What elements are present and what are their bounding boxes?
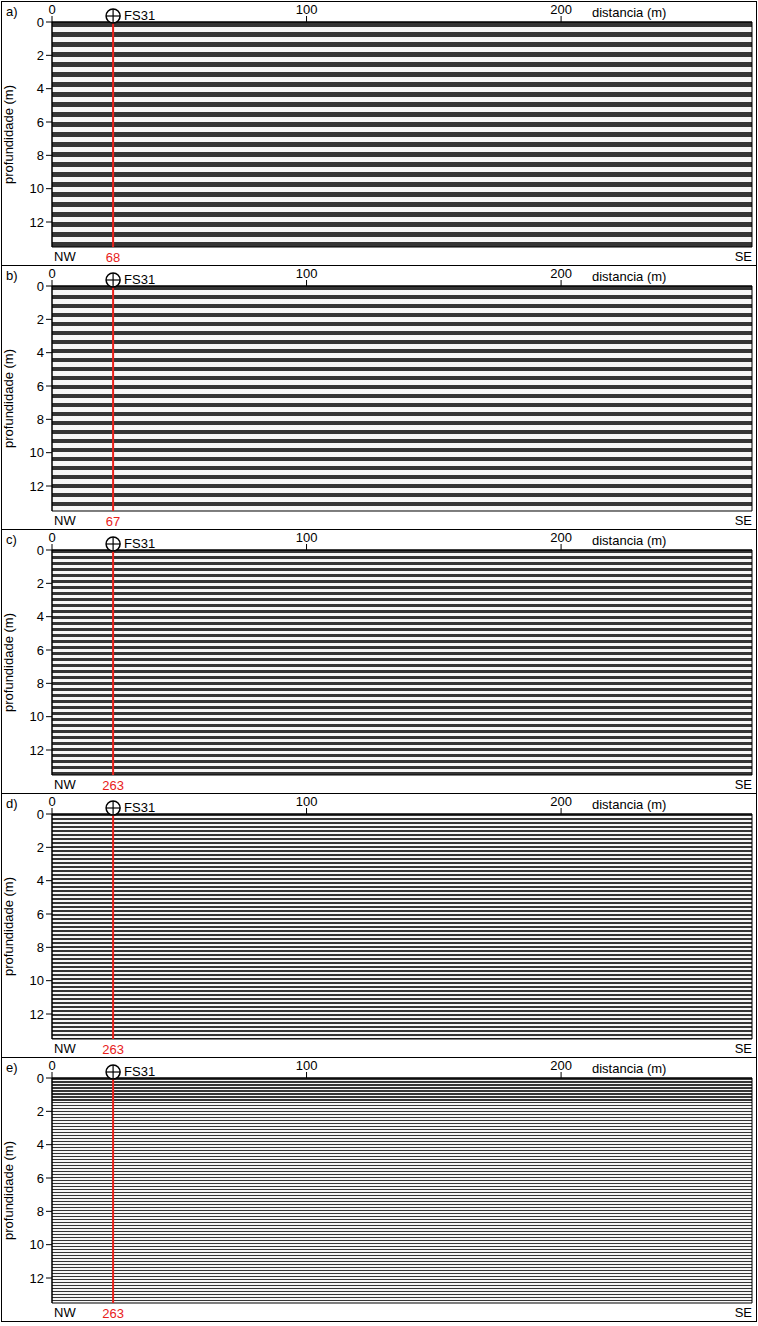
svg-text:4: 4	[37, 345, 44, 360]
svg-text:2: 2	[37, 840, 44, 855]
svg-text:10: 10	[30, 445, 44, 460]
html-text:NW: NW	[54, 777, 76, 792]
html-text:distancia (m): distancia (m)	[592, 1061, 667, 1076]
html-text:e): e)	[6, 1060, 18, 1075]
svg-text:0: 0	[37, 1071, 44, 1086]
svg-text:2: 2	[37, 48, 44, 63]
svg-text:4: 4	[37, 1137, 44, 1152]
svg-text:263: 263	[102, 1306, 124, 1321]
svg-text:FS31: FS31	[124, 536, 155, 551]
svg-text:263: 263	[102, 1042, 124, 1057]
svg-text:0: 0	[48, 2, 55, 17]
html-text:SE: SE	[734, 1041, 752, 1056]
svg-text:12: 12	[30, 215, 44, 230]
svg-text:12: 12	[30, 1271, 44, 1286]
svg-text:0: 0	[48, 1058, 55, 1073]
html-text:SE: SE	[734, 249, 752, 264]
svg-text:8: 8	[37, 676, 44, 691]
svg-text:10: 10	[30, 973, 44, 988]
html-text:NW: NW	[54, 1305, 76, 1320]
html-text:SE: SE	[734, 513, 752, 528]
svg-text:200: 200	[550, 530, 572, 545]
svg-text:FS31: FS31	[124, 1064, 155, 1079]
svg-text:0: 0	[48, 530, 55, 545]
svg-text:profundidade (m): profundidade (m)	[2, 1141, 16, 1240]
svg-text:100: 100	[296, 266, 318, 281]
html-text:d): d)	[6, 796, 18, 811]
svg-text:200: 200	[550, 1058, 572, 1073]
html-text:NW: NW	[54, 1041, 76, 1056]
svg-text:profundidade (m): profundidade (m)	[2, 85, 16, 184]
svg-text:12: 12	[30, 479, 44, 494]
svg-text:10: 10	[30, 709, 44, 724]
svg-text:FS31: FS31	[124, 8, 155, 23]
html-text:distancia (m): distancia (m)	[592, 797, 667, 812]
svg-text:2: 2	[37, 576, 44, 591]
svg-text:0: 0	[37, 15, 44, 30]
svg-text:4: 4	[37, 81, 44, 96]
html-text:SE: SE	[734, 1305, 752, 1320]
html-text:b): b)	[6, 268, 18, 283]
svg-text:0: 0	[37, 279, 44, 294]
svg-text:profundidade (m): profundidade (m)	[2, 349, 16, 448]
svg-text:67: 67	[106, 514, 120, 529]
html-text:NW: NW	[54, 513, 76, 528]
svg-text:profundidade (m): profundidade (m)	[2, 613, 16, 712]
html-text:SE: SE	[734, 777, 752, 792]
svg-text:6: 6	[37, 907, 44, 922]
svg-text:8: 8	[37, 412, 44, 427]
svg-text:200: 200	[550, 266, 572, 281]
svg-text:6: 6	[37, 643, 44, 658]
svg-text:8: 8	[37, 148, 44, 163]
svg-text:6: 6	[37, 1171, 44, 1186]
svg-text:10: 10	[30, 181, 44, 196]
svg-text:100: 100	[296, 530, 318, 545]
svg-text:6: 6	[37, 115, 44, 130]
svg-text:263: 263	[102, 778, 124, 793]
svg-text:4: 4	[37, 609, 44, 624]
svg-text:2: 2	[37, 1104, 44, 1119]
html-text:distancia (m): distancia (m)	[592, 533, 667, 548]
svg-text:0: 0	[37, 807, 44, 822]
svg-text:10: 10	[30, 1237, 44, 1252]
html-text:a): a)	[6, 4, 18, 19]
svg-text:200: 200	[550, 2, 572, 17]
svg-text:0: 0	[48, 794, 55, 809]
svg-text:0: 0	[48, 266, 55, 281]
html-text:distancia (m): distancia (m)	[592, 5, 667, 20]
svg-text:100: 100	[296, 794, 318, 809]
svg-text:FS31: FS31	[124, 272, 155, 287]
svg-text:12: 12	[30, 1007, 44, 1022]
html-text:c): c)	[6, 532, 17, 547]
svg-text:200: 200	[550, 794, 572, 809]
html-text:distancia (m): distancia (m)	[592, 269, 667, 284]
svg-text:FS31: FS31	[124, 800, 155, 815]
svg-text:2: 2	[37, 312, 44, 327]
svg-text:profundidade (m): profundidade (m)	[2, 877, 16, 976]
svg-text:8: 8	[37, 1204, 44, 1219]
svg-text:100: 100	[296, 1058, 318, 1073]
svg-text:68: 68	[106, 250, 120, 265]
svg-text:0: 0	[37, 543, 44, 558]
svg-text:6: 6	[37, 379, 44, 394]
html-text:NW: NW	[54, 249, 76, 264]
svg-text:8: 8	[37, 940, 44, 955]
svg-text:12: 12	[30, 743, 44, 758]
svg-text:100: 100	[296, 2, 318, 17]
svg-text:4: 4	[37, 873, 44, 888]
